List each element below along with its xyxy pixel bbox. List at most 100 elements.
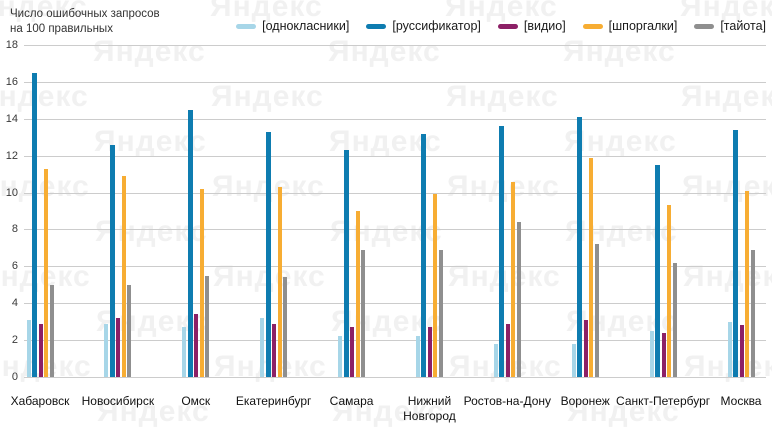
bar [733,129,738,377]
y-tick-label: 12 [5,149,18,162]
bar [272,323,277,377]
x-axis-label: Новосибирск [81,394,155,408]
bar [583,319,588,377]
bar-group [727,45,755,377]
gridline [24,377,766,378]
gridline [24,192,766,194]
bar [661,332,666,377]
x-axis-label: Екатеринбург [235,394,312,408]
bar [594,244,599,377]
bar [727,321,732,377]
y-tick-label: 2 [11,334,18,347]
gridline [24,155,766,157]
bar [277,187,282,377]
gridline [24,266,766,268]
legend-item: [тайота] [694,19,766,33]
y-tick-label: 6 [11,260,18,273]
y-tick-label: 14 [5,112,18,125]
bar [493,343,498,377]
bar [355,211,360,377]
x-axis-label: Москва [720,394,762,408]
y-tick-label: 16 [5,75,18,88]
bar [194,314,199,377]
legend-label: [тайота] [720,19,766,33]
x-axis-label: Самара [329,394,374,408]
bar-group [182,45,210,377]
bar [350,327,355,377]
legend-label: [однокласники] [262,19,350,33]
legend-item: [шпоргалки] [582,19,677,33]
x-axis-label: Воронеж [560,394,610,408]
bar [361,249,366,377]
bar [265,131,271,377]
bar [750,249,755,377]
x-axis-label: Нижний Новгород [403,394,456,423]
legend-label: [руссификатор] [392,19,481,33]
gridline [24,45,766,46]
bar [577,116,583,377]
y-tick-label: 10 [5,186,18,199]
bar [739,325,744,377]
y-tick-label: 0 [11,371,18,383]
bar-group [571,45,599,377]
bar [26,319,31,377]
bar [116,317,121,377]
bar [109,144,115,377]
legend: [однокласники] [руссификатор] [видио] [шпор… [236,19,766,33]
bar [49,284,54,377]
legend-swatch [582,23,603,29]
bar [433,194,438,377]
bar [745,190,749,377]
bar-group [260,45,288,377]
bar [205,275,210,377]
bar [104,323,109,377]
bar [415,336,420,377]
bar [127,284,132,377]
x-axis-label: Ростов-на-Дону [463,394,552,408]
x-axis-label: Хабаровск [10,394,70,408]
bar [438,249,443,377]
legend-swatch [694,23,715,29]
bar [667,205,672,377]
bar [32,72,37,377]
bar [571,343,576,377]
legend-item: [однокласники] [236,19,349,33]
bar [511,181,516,377]
gridline [24,340,766,342]
bar [182,327,187,377]
bar [589,157,594,377]
bar [283,277,288,377]
bar [338,336,343,377]
bar [187,109,193,377]
bar [516,222,521,377]
legend-swatch [497,23,518,29]
legend-item: [руссификатор] [366,19,481,33]
bar [499,126,505,377]
bar [421,133,427,377]
bar [649,330,654,377]
bar-group [493,45,521,377]
bar-group [338,45,366,377]
bar [44,168,48,377]
bar [199,188,204,377]
bar [505,323,510,377]
bar-group [26,45,54,377]
legend-swatch [366,23,387,29]
gridline [24,118,766,120]
bar [672,262,677,377]
x-axis-label: Санкт-Петербург [616,394,711,408]
bar-group [104,45,132,377]
bar [343,150,349,377]
chart-title-line2: на 100 правильных [10,23,113,35]
y-tick-label: 18 [5,39,18,51]
chart-title: Число ошибочных запросов на 100 правильн… [10,7,160,37]
bar [260,317,265,377]
yandex-watermark: Яндекс [681,80,772,113]
bar [38,323,43,377]
gridline [24,303,766,305]
gridline [24,81,766,83]
bar-group [415,45,443,377]
y-tick-label: 8 [11,223,18,236]
x-axis-label: Омск [181,394,211,408]
